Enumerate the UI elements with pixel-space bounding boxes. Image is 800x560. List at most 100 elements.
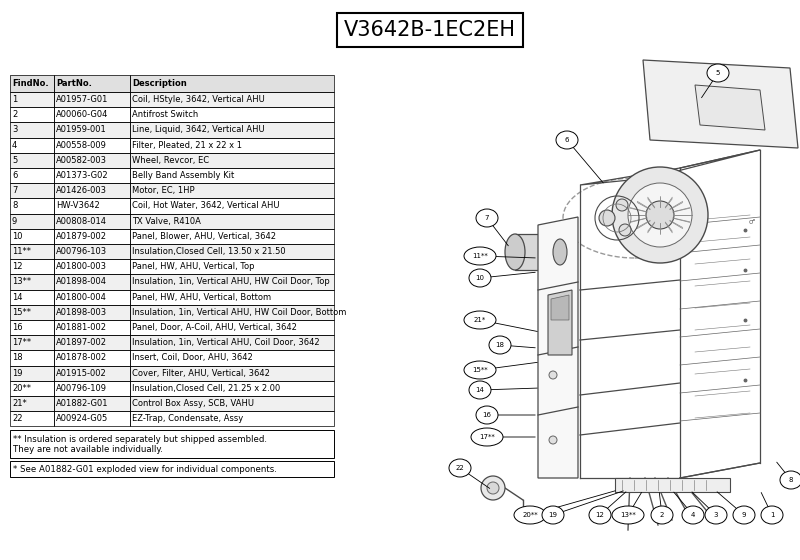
Text: A01897-002: A01897-002	[56, 338, 107, 347]
Bar	[54, 92, 130, 107]
Bar	[54, 290, 130, 305]
Circle shape	[646, 201, 674, 229]
Bar	[10, 320, 334, 335]
Text: 9: 9	[742, 512, 746, 518]
Bar	[54, 351, 130, 366]
Text: 20**: 20**	[12, 384, 31, 393]
Text: Wheel, Revcor, EC: Wheel, Revcor, EC	[132, 156, 209, 165]
Bar	[130, 153, 334, 168]
Text: Insulation, 1in, Vertical AHU, HW Coil Door, Bottom: Insulation, 1in, Vertical AHU, HW Coil D…	[132, 308, 346, 317]
Text: 5: 5	[716, 70, 720, 76]
Bar	[10, 351, 334, 366]
Text: 16: 16	[12, 323, 22, 332]
Text: A01882-G01: A01882-G01	[56, 399, 109, 408]
Text: A01800-004: A01800-004	[56, 293, 107, 302]
Text: 19: 19	[549, 512, 558, 518]
Text: 7: 7	[485, 215, 490, 221]
Text: 19: 19	[12, 368, 22, 377]
Bar	[10, 168, 54, 183]
Ellipse shape	[505, 234, 525, 270]
Ellipse shape	[733, 506, 755, 524]
Bar	[130, 320, 334, 335]
Text: 13**: 13**	[12, 278, 31, 287]
Text: * See A01882-G01 exploded view for individual components.: * See A01882-G01 exploded view for indiv…	[13, 465, 277, 474]
Bar	[54, 75, 130, 92]
Bar	[130, 290, 334, 305]
Text: A01915-002: A01915-002	[56, 368, 106, 377]
Bar	[54, 396, 130, 411]
Text: TX Valve, R410A: TX Valve, R410A	[132, 217, 201, 226]
Text: A00808-014: A00808-014	[56, 217, 107, 226]
Text: 15**: 15**	[472, 367, 488, 373]
Text: Antifrost Switch: Antifrost Switch	[132, 110, 198, 119]
Text: A00796-109: A00796-109	[56, 384, 107, 393]
Text: 10: 10	[475, 275, 485, 281]
Text: A01373-G02: A01373-G02	[56, 171, 109, 180]
Circle shape	[619, 224, 631, 236]
Bar	[10, 335, 54, 351]
Text: 1: 1	[12, 95, 18, 104]
Text: FindNo.: FindNo.	[12, 79, 49, 88]
Bar	[130, 335, 334, 351]
Circle shape	[487, 482, 499, 494]
Text: Insert, Coil, Door, AHU, 3642: Insert, Coil, Door, AHU, 3642	[132, 353, 253, 362]
Bar	[10, 198, 334, 213]
Bar	[10, 75, 334, 92]
Ellipse shape	[471, 428, 503, 446]
Bar	[10, 290, 54, 305]
Bar	[10, 153, 334, 168]
Bar	[54, 411, 130, 426]
Text: Line, Liquid, 3642, Vertical AHU: Line, Liquid, 3642, Vertical AHU	[132, 125, 265, 134]
Bar	[54, 153, 130, 168]
Bar	[10, 183, 334, 198]
Bar	[10, 244, 54, 259]
Text: Motor, EC, 1HP: Motor, EC, 1HP	[132, 186, 194, 195]
Circle shape	[616, 199, 628, 211]
Bar	[10, 244, 334, 259]
Text: 14: 14	[12, 293, 22, 302]
Text: A01800-003: A01800-003	[56, 262, 107, 271]
Bar	[10, 396, 54, 411]
Text: V3642B-1EC2EH: V3642B-1EC2EH	[344, 20, 516, 40]
Ellipse shape	[476, 209, 498, 227]
Text: Panel, HW, AHU, Vertical, Bottom: Panel, HW, AHU, Vertical, Bottom	[132, 293, 271, 302]
Bar	[54, 183, 130, 198]
Bar	[10, 123, 334, 138]
Bar	[10, 92, 334, 107]
Polygon shape	[538, 217, 578, 478]
Bar	[130, 75, 334, 92]
Bar	[10, 274, 54, 290]
Text: A01898-003: A01898-003	[56, 308, 107, 317]
Polygon shape	[551, 295, 569, 320]
Text: Insulation,Closed Cell, 21.25 x 2.00: Insulation,Closed Cell, 21.25 x 2.00	[132, 384, 280, 393]
Bar	[10, 107, 334, 123]
Text: 7: 7	[12, 186, 18, 195]
Bar	[10, 305, 334, 320]
Polygon shape	[548, 290, 572, 355]
Bar	[130, 396, 334, 411]
Bar	[130, 213, 334, 229]
Bar	[10, 381, 334, 396]
Text: A00558-009: A00558-009	[56, 141, 107, 150]
Bar	[130, 107, 334, 123]
Text: A00060-G04: A00060-G04	[56, 110, 108, 119]
Text: Insulation,Closed Cell, 13.50 x 21.50: Insulation,Closed Cell, 13.50 x 21.50	[132, 247, 286, 256]
Text: 16: 16	[482, 412, 491, 418]
Text: 8: 8	[789, 477, 794, 483]
Text: A01879-002: A01879-002	[56, 232, 107, 241]
Ellipse shape	[705, 506, 727, 524]
Text: A01426-003: A01426-003	[56, 186, 107, 195]
Bar	[10, 431, 334, 459]
Circle shape	[549, 436, 557, 444]
Text: Cover, Filter, AHU, Vertical, 3642: Cover, Filter, AHU, Vertical, 3642	[132, 368, 270, 377]
Bar	[10, 274, 334, 290]
Bar	[10, 396, 334, 411]
Text: HW-V3642: HW-V3642	[56, 202, 100, 211]
Bar	[10, 213, 54, 229]
Circle shape	[549, 371, 557, 379]
Text: 6: 6	[12, 171, 18, 180]
Bar	[10, 123, 54, 138]
Text: Panel, HW, AHU, Vertical, Top: Panel, HW, AHU, Vertical, Top	[132, 262, 254, 271]
Text: 20**: 20**	[522, 512, 538, 518]
Bar	[10, 335, 334, 351]
